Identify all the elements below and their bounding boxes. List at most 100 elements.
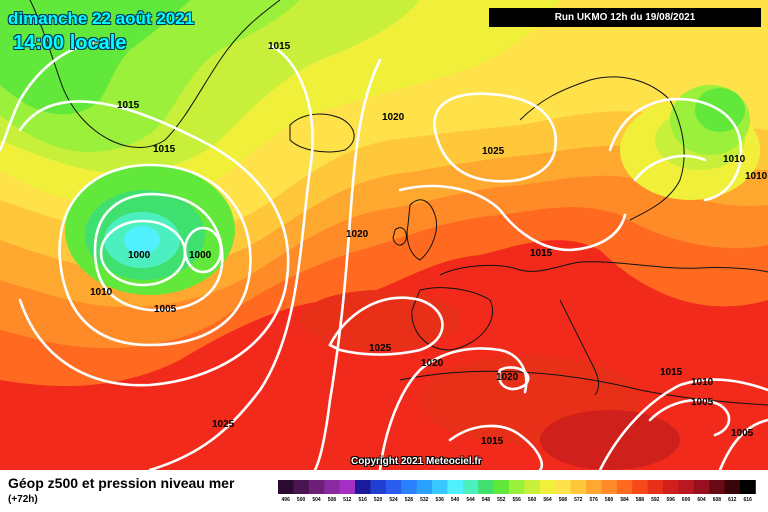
scale-label: 552 — [497, 497, 506, 503]
isobar-label: 1015 — [117, 100, 140, 111]
isobar-label: 1015 — [268, 41, 291, 52]
isobar-label: 1025 — [212, 419, 235, 430]
color-swatch — [432, 480, 448, 494]
isobar-label: 1015 — [481, 436, 504, 447]
isobar-label: 1000 — [189, 250, 212, 261]
color-swatch — [293, 480, 310, 494]
scale-label: 600 — [682, 497, 691, 503]
color-swatch — [647, 480, 664, 494]
isobar-1010-east — [598, 378, 768, 470]
isobar-1020-south — [378, 347, 528, 470]
scale-label: 512 — [343, 497, 352, 503]
color-swatch — [724, 480, 741, 494]
isobar-1015-nordic — [633, 154, 707, 182]
color-swatch — [493, 480, 510, 494]
color-swatch — [385, 480, 402, 494]
scale-label: 572 — [574, 497, 583, 503]
scale-label: 596 — [667, 497, 676, 503]
ireland-coast — [392, 227, 407, 246]
isobar-1020-mid — [313, 58, 382, 470]
isobar-label: 1010 — [691, 377, 714, 388]
scale-label: 576 — [590, 497, 599, 503]
color-swatch — [678, 480, 695, 494]
color-swatch — [416, 480, 433, 494]
color-swatch — [616, 480, 633, 494]
legend-footer: Géop z500 et pression niveau mer (+72h) … — [0, 470, 768, 512]
legend-title: Géop z500 et pression niveau mer — [8, 475, 235, 491]
scale-label: 524 — [389, 497, 398, 503]
scale-label: 516 — [359, 497, 368, 503]
isobar-1015-europe — [398, 184, 627, 252]
color-swatch — [324, 480, 340, 494]
copyright: Copyright 2021 Meteociel.fr — [351, 456, 482, 467]
isobars — [0, 38, 768, 470]
forecast-date: dimanche 22 août 2021 — [8, 9, 195, 28]
run-label: Run UKMO 12h du 19/08/2021 — [489, 8, 761, 27]
isobar-label: 1020 — [496, 372, 519, 383]
greenland-coast — [29, 0, 281, 148]
legend-subtitle: (+72h) — [8, 494, 38, 505]
isobar-label: 1010 — [723, 154, 746, 165]
isobar-1005 — [93, 192, 224, 312]
isobar-label: 1005 — [154, 304, 177, 315]
color-swatch — [308, 480, 325, 494]
isobar-1015-north — [0, 38, 107, 152]
scale-label: 528 — [405, 497, 414, 503]
isobar-label: 1020 — [421, 358, 444, 369]
scale-label: 580 — [605, 497, 614, 503]
color-swatch — [555, 480, 571, 494]
isobar-1015-south — [448, 424, 544, 470]
field-africa-600 — [540, 410, 680, 470]
scale-label: 496 — [282, 497, 291, 503]
isobar-1020-main — [148, 43, 314, 470]
scale-label: 568 — [559, 497, 568, 503]
isobar-1020-small — [497, 366, 530, 391]
isobar-label: 1015 — [153, 144, 176, 155]
map-canvas: 1015 1015 1015 1000 1000 1010 1005 1020 … — [0, 0, 768, 470]
iberia-coast — [411, 287, 494, 351]
scale-label: 500 — [297, 497, 306, 503]
coastlines — [29, 0, 768, 406]
color-swatch — [663, 480, 679, 494]
scale-label: 604 — [697, 497, 706, 503]
color-swatch — [447, 480, 464, 494]
isobar-labels: 1015 1015 1015 1000 1000 1010 1005 1020 … — [90, 41, 768, 447]
scale-label: 556 — [513, 497, 522, 503]
isobar-1005-southeast — [718, 418, 768, 470]
isobar-1015-west — [18, 100, 290, 387]
color-swatch — [524, 480, 541, 494]
isobar-label: 1015 — [660, 367, 683, 378]
isobar-label: 1010 — [90, 287, 113, 298]
isobar-1005-east — [648, 398, 731, 437]
italy-coast — [559, 299, 600, 396]
scale-label: 608 — [713, 497, 722, 503]
scale-label: 532 — [420, 497, 429, 503]
isobar-1010-nordic — [608, 97, 743, 202]
scale-label: 564 — [543, 497, 552, 503]
color-swatch — [740, 480, 756, 494]
forecast-time: 14:00 locale — [13, 32, 127, 54]
isobar-1025-iberia — [328, 296, 444, 356]
color-swatch — [601, 480, 618, 494]
isobar-label: 1010 — [745, 171, 768, 182]
isobar-label: 1020 — [382, 112, 405, 123]
iceland-coast — [289, 113, 355, 153]
color-swatch — [339, 480, 356, 494]
color-swatch — [586, 480, 602, 494]
isobar-label: 1005 — [691, 397, 714, 408]
isobar-1010 — [58, 163, 252, 347]
color-swatch — [401, 480, 417, 494]
scale-label: 544 — [466, 497, 475, 503]
field-band-556 — [0, 0, 190, 115]
scale-label: 584 — [620, 497, 629, 503]
europe-coast — [439, 261, 768, 276]
scale-label: 540 — [451, 497, 460, 503]
color-scale: 496 500 504 508 512 516 520 524 528 532 536 540 544 5… — [278, 480, 756, 503]
isobar-label: 1000 — [128, 250, 151, 261]
isobar-label: 1015 — [530, 248, 553, 259]
color-swatch — [632, 480, 648, 494]
scale-label: 560 — [528, 497, 537, 503]
color-swatch — [570, 480, 587, 494]
color-swatch — [370, 480, 387, 494]
scale-label: 536 — [436, 497, 445, 503]
